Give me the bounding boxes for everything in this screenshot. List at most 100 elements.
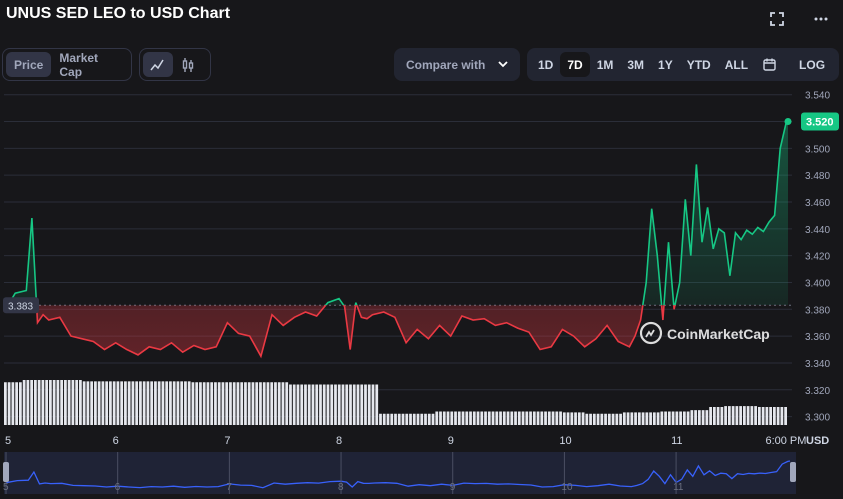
price-line-down [3,305,676,359]
coinmarketcap-logo-icon [639,321,663,345]
volume-bar [765,407,769,425]
candlestick-button[interactable] [173,52,203,77]
volume-bar [495,411,499,425]
volume-bar [195,382,199,425]
volume-bar [277,382,281,425]
volume-bar [79,380,82,425]
range-1d[interactable]: 1D [538,57,554,72]
volume-bar [562,412,566,425]
volume-bar [349,384,352,425]
line-chart-icon [150,59,164,70]
volume-bar [589,413,592,425]
fullscreen-icon[interactable] [768,10,786,28]
compare-with-dropdown[interactable]: Compare with [394,48,520,81]
x-tick-label: 8 [336,435,342,447]
navigator-line [5,460,791,489]
market-cap-tab[interactable]: Market Cap [59,50,99,79]
volume-bar [679,411,682,425]
last-price-dot [784,118,792,126]
navigator-tick-label: 6 [115,482,121,493]
volume-bar [596,413,600,425]
volume-bar [135,381,139,425]
volume-bar [337,384,341,425]
volume-bar [259,382,262,425]
log-scale-toggle[interactable]: LOG [799,57,826,72]
volume-bar [375,384,379,425]
volume-bar [131,381,135,425]
volume-bar [510,411,514,425]
area-fill-down [4,305,788,357]
volume-bar [731,406,735,425]
volume-bar [559,411,562,425]
volume-bar [379,413,382,425]
volume-bar [427,413,431,425]
volume-bar [450,411,454,425]
volume-bar [577,412,581,425]
volume-bar [165,381,169,425]
volume-bar [247,382,251,425]
volume-bar [739,406,742,425]
y-tick-label: 3.500 [805,144,830,155]
volume-bar [757,407,761,425]
volume-bar [120,381,124,425]
range-7d[interactable]: 7D [560,52,590,77]
line-chart-button[interactable] [143,52,173,77]
volume-bar [352,384,356,425]
volume-bar [187,381,191,425]
range-ytd[interactable]: YTD [686,57,711,72]
volume-bar [371,384,375,425]
volume-bar [191,382,195,425]
date-picker-button[interactable] [755,52,784,77]
volume-bar [607,413,611,425]
volume-bar [161,381,165,425]
volume-bar [566,412,570,425]
volume-bar [386,413,390,425]
navigator-background [4,452,796,494]
volume-bar [540,411,544,425]
volume-bar [405,413,409,425]
volume-bar [724,406,727,425]
volume-bar [697,410,701,425]
volume-bar [60,380,64,425]
range-1y[interactable]: 1Y [658,57,673,72]
more-options-icon[interactable] [812,10,830,28]
price-tab[interactable]: Price [6,52,52,77]
volume-bar [499,411,502,425]
volume-bar [285,382,289,425]
volume-bar [412,413,416,425]
volume-bar [480,411,484,425]
volume-bar [360,384,364,425]
volume-bar [585,413,589,425]
volume-bars [4,380,787,425]
volume-bar [652,412,656,425]
navigator-tick-label: 7 [226,482,232,493]
volume-bar [649,412,652,425]
volume-bar [326,384,330,425]
volume-bar [645,412,649,425]
volume-bar [255,382,259,425]
y-tick-label: 3.380 [805,305,830,316]
volume-bar [487,411,491,425]
range-1m[interactable]: 1M [596,57,614,72]
volume-bar [217,382,221,425]
watermark-text: CoinMarketCap [667,326,770,342]
volume-bar [146,381,150,425]
volume-bar [435,411,439,425]
baseline-badge [3,297,39,314]
volume-bar [364,384,367,425]
x-tick-label: 11 [671,435,682,447]
volume-bar [22,380,26,425]
volume-bar [592,413,596,425]
price-line [3,118,792,359]
volume-bar [127,381,131,425]
y-tick-label: 3.300 [805,413,830,424]
volume-bar [199,382,202,425]
volume-bar [330,384,334,425]
range-all[interactable]: ALL [724,57,749,72]
volume-bar [622,412,626,425]
volume-bar [202,382,206,425]
volume-bar [675,411,679,425]
volume-bar [319,384,322,425]
volume-bar [11,382,15,425]
range-3m[interactable]: 3M [627,57,645,72]
